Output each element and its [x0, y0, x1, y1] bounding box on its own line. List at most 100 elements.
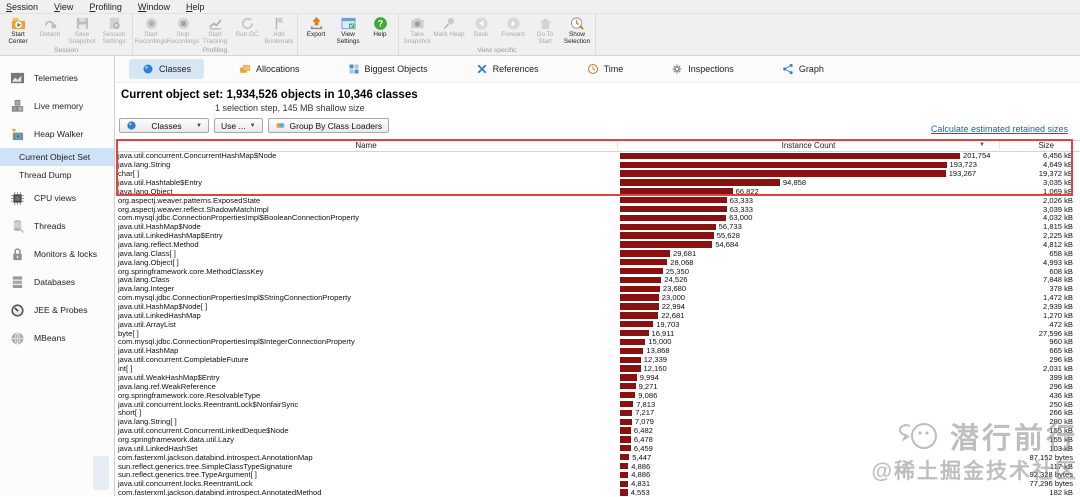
- tab-time[interactable]: Time: [574, 59, 637, 79]
- calculate-retained-sizes-link[interactable]: Calculate estimated retained sizes: [930, 124, 1068, 134]
- table-row[interactable]: sun.reflect.generics.tree.TypeArgument[ …: [115, 470, 1080, 479]
- sidebar-item-heap-walker[interactable]: Heap Walker: [0, 120, 114, 148]
- table-row[interactable]: java.lang.Object[ ] 28,068 4,993 kB: [115, 258, 1080, 267]
- table-row[interactable]: java.lang.Class[ ] 29,681 658 kB: [115, 249, 1080, 258]
- instance-count-bar: [620, 329, 649, 337]
- table-row[interactable]: com.mysql.jdbc.ConnectionPropertiesImpl$…: [115, 213, 1080, 222]
- size-cell: 77,296 bytes: [1029, 479, 1074, 489]
- export-button[interactable]: Export: [300, 14, 332, 46]
- table-row[interactable]: java.lang.String[ ] 7,079 280 kB: [115, 417, 1080, 426]
- table-row[interactable]: java.util.HashMap 13,868 665 kB: [115, 346, 1080, 355]
- table-row[interactable]: java.util.WeakHashMap$Entry 9,994 399 kB: [115, 373, 1080, 382]
- menu-window[interactable]: Window: [137, 1, 170, 12]
- tab-label: Allocations: [256, 64, 300, 74]
- table-row[interactable]: java.util.concurrent.locks.ReentrantLock…: [115, 479, 1080, 488]
- table-row[interactable]: java.util.Hashtable$Entry 94,858 3,035 kB: [115, 178, 1080, 187]
- instance-count-bar: [620, 294, 659, 301]
- toolbar-group-misc: Export View Settings? Help: [298, 14, 399, 55]
- view-mode-dropdown[interactable]: Classes ▼: [119, 118, 209, 133]
- table-row[interactable]: java.util.concurrent.ConcurrentLinkedDeq…: [115, 426, 1080, 435]
- jee-probes-icon: [10, 303, 25, 318]
- table-row[interactable]: java.util.LinkedHashSet 6,459 103 kB: [115, 444, 1080, 453]
- instance-count-value: 12,160: [643, 364, 667, 374]
- instance-count-bar: [620, 445, 631, 452]
- sidebar-item-cpu-views[interactable]: CPU views: [0, 184, 114, 212]
- instance-count-value: 7,217: [635, 408, 655, 418]
- table-row[interactable]: org.aspectj.weaver.reflect.ShadowMatchIm…: [115, 205, 1080, 214]
- class-name-cell: java.util.HashMap$Node[ ]: [118, 302, 208, 312]
- table-row[interactable]: java.lang.Class 24,526 7,848 kB: [115, 275, 1080, 284]
- session-settings-label: Session Settings: [102, 31, 126, 45]
- table-row[interactable]: org.springframework.core.ResolvableType 9…: [115, 391, 1080, 400]
- size-cell: 27,596 kB: [1038, 328, 1073, 338]
- table-row[interactable]: org.aspectj.weaver.patterns.ExposedState…: [115, 196, 1080, 205]
- menu-profiling[interactable]: Profiling: [89, 1, 122, 12]
- table-row[interactable]: java.util.concurrent.CompletableFuture 12…: [115, 355, 1080, 364]
- table-row[interactable]: org.springframework.data.util.Lazy 6,478 1…: [115, 435, 1080, 444]
- view-settings-button[interactable]: View Settings: [332, 14, 364, 46]
- column-header-name[interactable]: Name: [115, 141, 618, 151]
- table-row[interactable]: java.util.concurrent.ConcurrentHashMap$N…: [115, 152, 1080, 161]
- menu-help[interactable]: Help: [185, 1, 205, 12]
- use-button[interactable]: Use ... ▼: [214, 118, 263, 133]
- sidebar-item-label: MBeans: [34, 333, 66, 343]
- menu-session[interactable]: Session: [6, 1, 39, 12]
- class-name-cell: java.util.WeakHashMap$Entry: [118, 372, 220, 382]
- sidebar-item-monitors-locks[interactable]: Monitors & locks: [0, 240, 114, 268]
- table-row[interactable]: java.lang.reflect.Method 54,684 4,812 kB: [115, 240, 1080, 249]
- class-name-cell: java.util.HashMap: [118, 346, 179, 356]
- table-row[interactable]: com.mysql.jdbc.ConnectionPropertiesImpl$…: [115, 293, 1080, 302]
- table-row[interactable]: java.util.HashMap$Node[ ] 22,994 2,939 kB: [115, 302, 1080, 311]
- table-row[interactable]: java.util.LinkedHashMap 22,681 1,270 kB: [115, 311, 1080, 320]
- instance-count-bar: [620, 365, 641, 372]
- table-row[interactable]: char[ ] 193,267 19,372 kB: [115, 169, 1080, 178]
- instance-count-value: 6,482: [633, 426, 653, 436]
- class-name-cell: char[ ]: [118, 169, 140, 179]
- sidebar-item-thread-dump[interactable]: Thread Dump: [0, 166, 114, 184]
- sidebar-item-current-object-set[interactable]: Current Object Set: [0, 148, 114, 166]
- instance-count-value: 9,994: [639, 372, 659, 382]
- show-selection-button[interactable]: Show Selection: [561, 14, 593, 46]
- group-by-class-loaders-button[interactable]: Group By Class Loaders: [267, 118, 390, 133]
- table-row[interactable]: org.springframework.core.MethodClassKey 2…: [115, 267, 1080, 276]
- class-name-cell: java.lang.Object: [118, 186, 173, 196]
- column-header-size[interactable]: Size: [1038, 141, 1054, 151]
- sidebar-item-label: Databases: [34, 277, 76, 287]
- table-row[interactable]: com.fasterxml.jackson.databind.introspec…: [115, 453, 1080, 462]
- table-row[interactable]: java.util.ArrayList 19,703 472 kB: [115, 320, 1080, 329]
- table-row[interactable]: java.lang.String 193,723 4,649 kB: [115, 160, 1080, 169]
- sidebar-item-jee-probes[interactable]: JEE & Probes: [0, 296, 114, 324]
- faded-overlay-icon: [93, 456, 109, 490]
- tab-graph[interactable]: Graph: [769, 59, 837, 79]
- tab-inspections[interactable]: Inspections: [658, 59, 747, 79]
- table-row[interactable]: int[ ] 12,160 2,031 kB: [115, 364, 1080, 373]
- sidebar-item-live-memory[interactable]: Live memory: [0, 92, 114, 120]
- instance-count-bar: [620, 400, 634, 408]
- start-tracking-button: Start Tracking: [199, 14, 231, 46]
- table-row[interactable]: com.fasterxml.jackson.databind.introspec…: [115, 488, 1080, 496]
- table-row[interactable]: java.util.HashMap$Node 56,733 1,815 kB: [115, 222, 1080, 231]
- table-row[interactable]: sun.reflect.generics.tree.SimpleClassTyp…: [115, 462, 1080, 471]
- table-row[interactable]: java.lang.Object 66,822 1,069 kB: [115, 187, 1080, 196]
- tab-allocations[interactable]: Allocations: [226, 59, 313, 79]
- table-row[interactable]: java.util.LinkedHashMap$Entry 55,628 2,225…: [115, 231, 1080, 240]
- sidebar-item-threads[interactable]: Threads: [0, 212, 114, 240]
- table-row[interactable]: java.lang.ref.WeakReference 9,271 296 kB: [115, 382, 1080, 391]
- menu-view[interactable]: View: [54, 1, 74, 12]
- help-button[interactable]: ? Help: [364, 14, 396, 46]
- sidebar-item-databases[interactable]: Databases: [0, 268, 114, 296]
- column-header-instance-count[interactable]: Instance Count ▼: [618, 141, 1000, 151]
- size-cell: 155 kB: [1049, 434, 1073, 444]
- size-cell: 399 kB: [1049, 372, 1073, 382]
- tab-classes[interactable]: Classes: [129, 59, 205, 79]
- table-row[interactable]: com.mysql.jdbc.ConnectionPropertiesImpl$…: [115, 337, 1080, 346]
- table-row[interactable]: java.util.concurrent.locks.ReentrantLock…: [115, 400, 1080, 409]
- table-row[interactable]: java.lang.Integer 23,680 378 kB: [115, 284, 1080, 293]
- tab-references[interactable]: References: [463, 59, 552, 79]
- tab-biggest-objects[interactable]: Biggest Objects: [335, 59, 441, 79]
- table-row[interactable]: byte[ ] 16,911 27,596 kB: [115, 329, 1080, 338]
- table-row[interactable]: short[ ] 7,217 266 kB: [115, 408, 1080, 417]
- start-center-button[interactable]: Start Center: [2, 14, 34, 46]
- sidebar-item-mbeans[interactable]: MBeans: [0, 324, 114, 352]
- sidebar-item-telemetries[interactable]: Telemetries: [0, 64, 114, 92]
